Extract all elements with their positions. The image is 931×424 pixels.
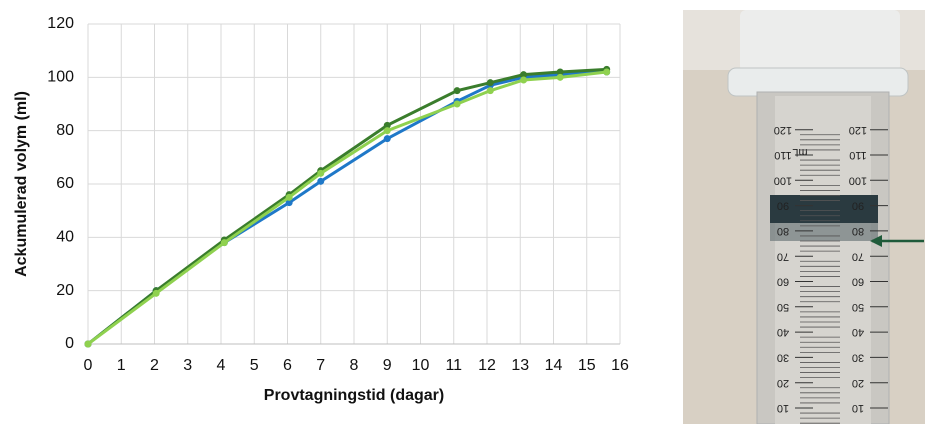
x-tick-label: 2	[150, 357, 159, 374]
series-line	[88, 69, 607, 344]
x-tick-label: 15	[578, 357, 596, 374]
x-tick-label: 11	[445, 357, 462, 374]
scale-label: 40	[777, 326, 789, 338]
scale-label: 60	[852, 276, 864, 288]
scale-label: 10	[852, 402, 864, 414]
y-tick-label: 80	[56, 122, 74, 139]
scale-label: 30	[852, 351, 864, 363]
x-tick-label: 14	[545, 357, 563, 374]
x-tick-label: 3	[183, 357, 192, 374]
data-point	[384, 135, 391, 142]
scale-label: 80	[852, 225, 864, 237]
scale-label: 100	[774, 174, 792, 186]
scale-label: 120	[849, 124, 867, 136]
y-tick-label: 0	[65, 335, 74, 352]
scale-label: 60	[777, 276, 789, 288]
data-point	[520, 77, 527, 84]
scale-label: 110	[774, 149, 792, 161]
series-line	[88, 72, 607, 344]
scale-label: 10	[777, 402, 789, 414]
scale-label: 30	[777, 351, 789, 363]
scale-label: 40	[852, 326, 864, 338]
scale-label: 70	[777, 250, 789, 262]
data-point	[454, 101, 461, 108]
x-tick-label: 7	[316, 357, 325, 374]
data-point	[384, 127, 391, 134]
scale-label: 20	[852, 377, 864, 389]
y-tick-label: 60	[56, 175, 74, 192]
x-tick-label: 16	[611, 357, 629, 374]
data-point	[85, 341, 92, 348]
syringe-photo: mL 10 10 20 20 30 30 40 40 50 50 60 60 70 70 80 80 90 90 1…	[683, 10, 925, 424]
x-tick-label: 6	[283, 357, 292, 374]
x-tick-label: 8	[350, 357, 359, 374]
data-point	[487, 87, 494, 94]
y-tick-label: 20	[56, 282, 74, 299]
scale-label: 120	[774, 124, 792, 136]
scale-label: 90	[777, 200, 789, 212]
y-axis-title: Ackumulerad volym (ml)	[13, 91, 30, 277]
x-tick-label: 10	[412, 357, 430, 374]
page: Provtagningstid (dagar) Ackumulerad voly…	[0, 0, 931, 424]
data-point	[286, 194, 293, 201]
x-tick-label: 13	[511, 357, 529, 374]
x-tick-label: 9	[383, 357, 392, 374]
data-point	[317, 178, 324, 185]
x-tick-label: 0	[84, 357, 93, 374]
series-line	[88, 72, 607, 344]
data-point	[221, 239, 228, 246]
unit-label: mL	[792, 146, 807, 158]
scale-label: 80	[777, 225, 789, 237]
y-tick-label: 100	[47, 69, 74, 86]
scale-label: 110	[849, 149, 867, 161]
scale-label: 90	[852, 200, 864, 212]
x-tick-label: 1	[117, 357, 126, 374]
scale-label: 50	[852, 301, 864, 313]
x-axis-title: Provtagningstid (dagar)	[264, 387, 444, 404]
data-point	[153, 290, 160, 297]
scale-label: 50	[777, 301, 789, 313]
x-tick-label: 4	[217, 357, 226, 374]
data-point	[603, 69, 610, 76]
data-point	[487, 79, 494, 86]
y-tick-label: 120	[47, 15, 74, 32]
y-tick-label: 40	[56, 229, 74, 246]
scale-label: 100	[849, 174, 867, 186]
data-point	[317, 170, 324, 177]
x-tick-label: 5	[250, 357, 259, 374]
plunger-top	[740, 10, 900, 72]
data-point	[454, 87, 461, 94]
scale-label: 20	[777, 377, 789, 389]
data-point	[557, 74, 564, 81]
scale-label: 70	[852, 250, 864, 262]
x-tick-label: 12	[478, 357, 496, 374]
